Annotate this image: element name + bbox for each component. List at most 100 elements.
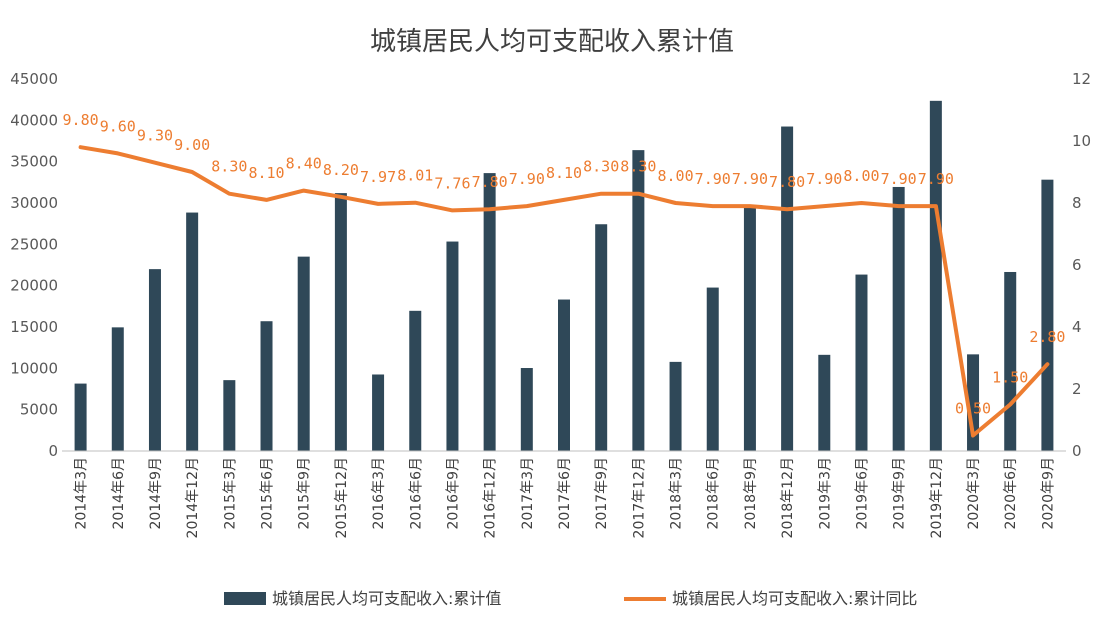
x-tick-label: 2018年12月 — [780, 457, 796, 538]
left-axis-tick-label: 45000 — [10, 70, 58, 88]
x-tick-label: 2018年6月 — [706, 457, 722, 530]
x-tick-label: 2018年9月 — [743, 457, 759, 530]
right-axis-tick-label: 4 — [1072, 318, 1082, 336]
right-axis-tick-label: 12 — [1072, 70, 1091, 88]
line-data-label: 1.50 — [992, 369, 1028, 387]
bar — [186, 212, 199, 451]
x-tick-label: 2020年6月 — [1003, 457, 1019, 530]
left-axis-tick-label: 25000 — [10, 235, 58, 253]
bar — [223, 380, 236, 451]
line-data-label: 8.00 — [657, 167, 693, 185]
bar — [111, 327, 124, 451]
x-tick-label: 2016年9月 — [445, 457, 461, 530]
bar-series — [74, 100, 1054, 451]
bar — [74, 383, 87, 451]
left-axis-tick-label: 30000 — [10, 194, 58, 212]
x-axis: 2014年3月 2014年6月 2014年9月 2014年12月 2015年3月 2015… — [74, 457, 1057, 538]
bar — [446, 241, 459, 451]
x-tick-label: 2019年9月 — [892, 457, 908, 530]
bar — [297, 256, 310, 451]
bar — [818, 354, 831, 451]
bar — [334, 193, 347, 451]
x-tick-label: 2017年9月 — [594, 457, 610, 530]
x-tick-label: 2018年3月 — [669, 457, 685, 530]
x-tick-label: 2020年9月 — [1040, 457, 1056, 530]
x-tick-label: 2016年12月 — [483, 457, 499, 538]
x-tick-label: 2017年3月 — [520, 457, 536, 530]
x-tick-label: 2015年9月 — [297, 457, 313, 530]
line-data-label: 8.10 — [546, 164, 582, 182]
x-tick-label: 2019年3月 — [817, 457, 833, 530]
right-axis-tick-label: 10 — [1072, 132, 1091, 150]
line-data-label: 9.30 — [137, 127, 173, 145]
line-data-label: 7.90 — [695, 170, 731, 188]
line-data-label: 2.80 — [1029, 328, 1065, 346]
legend-line-label: 城镇居民人均可支配收入:累计同比 — [672, 589, 917, 608]
bar — [1041, 179, 1054, 451]
right-axis-tick-label: 2 — [1072, 380, 1082, 398]
line-data-label: 0.50 — [955, 400, 991, 418]
bar — [558, 299, 570, 451]
bar — [372, 374, 385, 451]
x-tick-label: 2020年3月 — [966, 457, 982, 530]
line-data-label: 9.00 — [174, 136, 210, 154]
line-data-label: 8.20 — [323, 161, 359, 179]
right-axis-tick-label: 6 — [1072, 256, 1082, 274]
x-tick-label: 2015年3月 — [222, 457, 238, 530]
bar — [148, 269, 161, 451]
line-data-label: 7.90 — [918, 170, 954, 188]
left-axis-tick-label: 0 — [48, 442, 58, 460]
left-axis-tick-label: 40000 — [10, 111, 58, 129]
line-series — [78, 145, 1050, 438]
left-axis-tick-label: 35000 — [10, 153, 58, 171]
x-tick-label: 2019年6月 — [854, 457, 870, 530]
left-axis-tick-label: 15000 — [10, 318, 58, 336]
line-data-label: 7.90 — [806, 170, 842, 188]
bar — [855, 274, 868, 451]
x-tick-label: 2016年3月 — [371, 457, 387, 530]
x-tick-label: 2017年12月 — [631, 457, 647, 538]
line-data-label: 8.40 — [286, 155, 322, 173]
line-data-label: 9.60 — [100, 117, 136, 135]
line-data-label: 8.30 — [583, 158, 619, 176]
bar — [595, 224, 608, 451]
x-tick-label: 2015年6月 — [260, 457, 276, 530]
x-tick-label: 2014年3月 — [74, 457, 90, 530]
bar — [260, 321, 273, 451]
line-data-label: 7.90 — [509, 170, 545, 188]
legend-bar-label: 城镇居民人均可支配收入:累计值 — [272, 589, 501, 608]
bar — [706, 287, 719, 451]
line-data-label: 8.01 — [397, 167, 433, 185]
bar — [409, 310, 422, 451]
right-axis-tick-label: 8 — [1072, 194, 1082, 212]
x-tick-label: 2014年6月 — [111, 457, 127, 530]
x-tick-label: 2016年6月 — [408, 457, 424, 530]
line-data-label: 7.90 — [881, 170, 917, 188]
left-axis-tick-label: 10000 — [10, 359, 58, 377]
legend: 城镇居民人均可支配收入:累计值 城镇居民人均可支配收入:累计同比 — [224, 589, 917, 608]
x-tick-label: 2014年12月 — [185, 457, 201, 538]
bar — [669, 361, 682, 451]
line-data-label: 8.30 — [211, 158, 247, 176]
left-axis-tick-label: 20000 — [10, 277, 58, 295]
bar — [743, 206, 756, 451]
x-tick-label: 2014年9月 — [148, 457, 164, 530]
line-path — [78, 145, 1050, 438]
x-tick-label: 2017年6月 — [557, 457, 573, 530]
line-data-label: 7.90 — [732, 170, 768, 188]
bar — [1004, 271, 1017, 451]
right-axis: 0 2 4 6 8 10 12 — [1072, 70, 1091, 460]
line-data-label: 7.80 — [472, 173, 508, 191]
x-tick-label: 2019年12月 — [929, 457, 945, 538]
line-data-label: 7.80 — [769, 173, 805, 191]
line-data-label: 8.10 — [248, 164, 284, 182]
right-axis-tick-label: 0 — [1072, 442, 1082, 460]
legend-bar-swatch — [224, 592, 266, 605]
x-tick-label: 2015年12月 — [334, 457, 350, 538]
line-data-label: 7.97 — [360, 168, 396, 186]
line-data-label: 9.80 — [63, 111, 99, 129]
left-axis-tick-label: 5000 — [20, 401, 58, 419]
bar — [892, 186, 905, 451]
line-data-labels: 9.80 9.609.309.008.30 8.108.40 8.20 7.97 8.01… — [63, 111, 1066, 417]
